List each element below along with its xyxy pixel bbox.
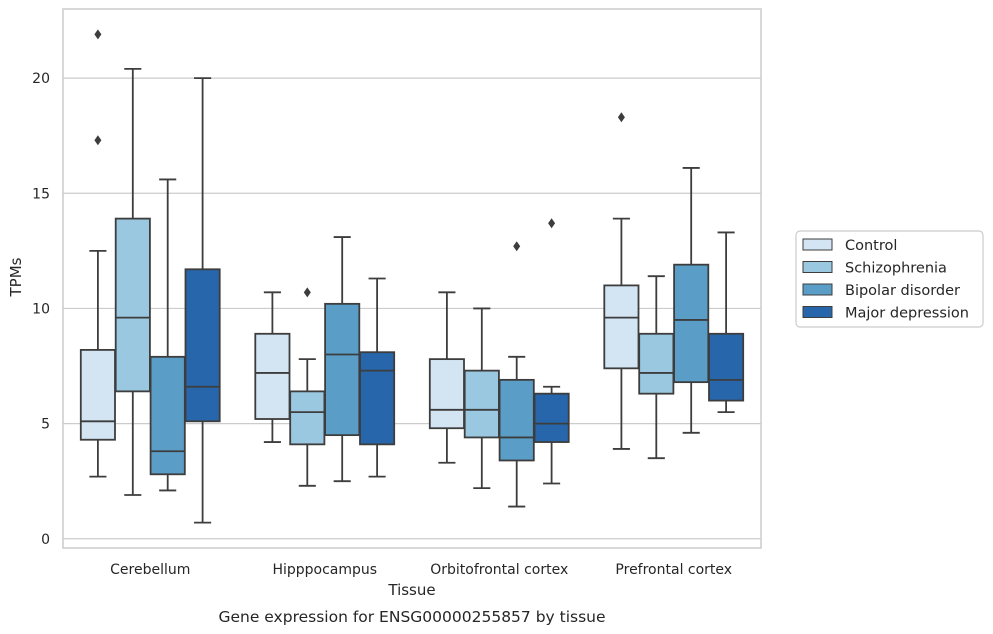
box-orbitofrontal-cortex-control (428, 291, 465, 464)
outlier-marker (513, 241, 521, 252)
outlier-marker (303, 287, 311, 298)
x-tick-label-orbitofrontal-cortex: Orbitofrontal cortex (430, 562, 568, 578)
box-iqr (149, 355, 186, 476)
box-iqr (638, 332, 675, 395)
legend-swatch-schizophrenia (802, 261, 833, 273)
box-prefrontal-cortex-schizophrenia (638, 275, 675, 460)
y-tick-label-5: 5 (41, 417, 50, 433)
box-iqr (79, 349, 116, 441)
box-iqr (428, 358, 465, 430)
box-iqr (359, 351, 396, 446)
box-orbitofrontal-cortex-schizophrenia (463, 307, 500, 490)
legend-swatch-control (802, 238, 833, 251)
legend-label-control: Control (845, 238, 897, 254)
legend: Control Schizophrenia Bipolar disorder Majo… (795, 230, 984, 328)
box-hipppocampus-schizophrenia (289, 287, 326, 487)
box-hipppocampus-major-depression (359, 277, 396, 478)
box-iqr (289, 390, 326, 446)
box-iqr (254, 332, 291, 420)
box-iqr (708, 332, 745, 402)
y-tick-label-15: 15 (32, 186, 50, 202)
box-iqr (463, 369, 500, 439)
box-hipppocampus-control (254, 291, 291, 443)
outlier-marker (548, 218, 556, 229)
legend-swatch-major-depression (802, 306, 833, 318)
outlier-marker (617, 112, 625, 123)
outlier-marker (94, 135, 102, 146)
box-cerebellum-major-depression (184, 77, 221, 524)
box-cerebellum-control (79, 29, 116, 478)
x-axis-label: Tissue (387, 581, 435, 599)
box-iqr (324, 302, 361, 437)
y-tick-labels: 0 5 10 15 20 (32, 71, 50, 548)
box-orbitofrontal-cortex-major-depression (533, 218, 570, 485)
y-tick-label-20: 20 (32, 71, 50, 87)
x-tick-labels: Cerebellum Hipppocampus Orbitofrontal cort… (110, 562, 732, 578)
legend-frame (795, 230, 984, 328)
box-cerebellum-schizophrenia (114, 67, 151, 496)
box-iqr (603, 284, 640, 370)
y-tick-label-0: 0 (41, 532, 50, 548)
y-tick-label-10: 10 (32, 301, 50, 317)
box-hipppocampus-bipolar-disorder (324, 236, 361, 483)
legend-label-bipolar-disorder: Bipolar disorder (845, 283, 960, 299)
box-iqr (498, 378, 535, 462)
box-cerebellum-bipolar-disorder (149, 178, 186, 492)
legend-label-major-depression: Major depression (845, 306, 969, 322)
box-iqr (114, 217, 151, 393)
plot-frame (62, 8, 762, 549)
box-prefrontal-cortex-control (603, 112, 640, 450)
box-iqr (184, 268, 221, 423)
box-groups (79, 29, 745, 524)
x-tick-label-prefrontal-cortex: Prefrontal cortex (615, 562, 732, 578)
box-iqr (533, 392, 570, 443)
x-tick-label-hipppocampus: Hipppocampus (272, 562, 377, 578)
box-iqr (673, 263, 710, 384)
legend-swatch-bipolar-disorder (802, 283, 833, 296)
y-axis-label: TPMs (7, 257, 25, 297)
outlier-marker (94, 29, 102, 40)
box-prefrontal-cortex-bipolar-disorder (673, 167, 710, 434)
x-tick-label-cerebellum: Cerebellum (110, 562, 190, 578)
box-orbitofrontal-cortex-bipolar-disorder (498, 241, 535, 508)
chart-caption: Gene expression for ENSG00000255857 by t… (218, 608, 605, 626)
legend-label-schizophrenia: Schizophrenia (845, 261, 947, 277)
box-prefrontal-cortex-major-depression (708, 231, 745, 413)
